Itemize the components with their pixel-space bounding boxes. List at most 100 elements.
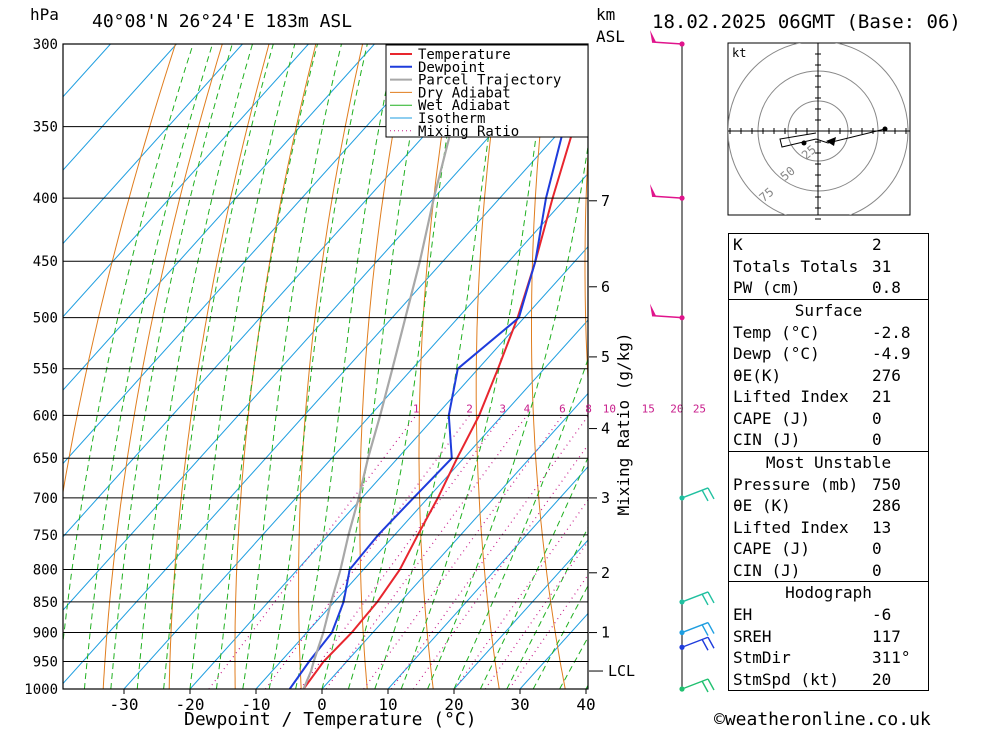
isotherm-line [63,44,177,171]
wind-barb-pennant [650,303,656,316]
wind-barb [681,621,715,636]
mixing-ratio-label: 15 [642,402,655,415]
series-parcel-trajectory [302,44,475,689]
wind-barb-feather [707,487,715,500]
wind-barb-feather [701,624,709,636]
isotherm-line [453,539,588,689]
index-row: StmDir 311° [733,648,911,667]
mixing-ratio-label: 20 [670,402,683,415]
wind-barb-pennant [650,184,656,197]
wind-barb-pennant [650,30,656,42]
wind-barb [681,487,715,502]
x-tick-label: 30 [510,695,529,714]
isotherm-line [63,44,243,245]
wet-adiabat-line [215,44,318,689]
wet-adiabat-line [163,44,274,689]
wind-barb-feather [701,489,709,502]
plot-frame [62,43,589,690]
index-row: PW (cm) 0.8 [733,278,901,297]
mixing-ratio-line [264,414,471,689]
isotherm-line [63,44,507,538]
dry-adiabat-line [418,44,457,689]
wind-barb-shaft [651,314,683,319]
mixing-ratio-label: 10 [603,402,616,415]
wind-barb [650,30,683,45]
wet-adiabat-line [242,44,342,689]
mixing-ratio-label: 25 [693,402,706,415]
wind-barb [681,678,715,693]
index-row: Pressure (mb) 750 [733,474,901,494]
x-tick-label: 0 [317,695,327,714]
index-row: EH -6 [733,605,892,624]
index-row: SREH 117 [733,626,901,646]
most-unstable-title: Most Unstable [765,452,892,472]
height-tick-label: 6 [601,278,610,296]
mixing-ratio-label: 2 [466,402,473,415]
mixing-ratio-line [508,574,588,689]
pressure-tick-label: 850 [33,595,58,611]
isotherm-line [63,99,588,685]
surface-section: Surface Temp (°C) -2.8 Dewp (°C) -4.9 θE(K… [729,298,928,451]
asl-label: ASL [596,27,625,46]
storm-motion-arrow [826,137,836,146]
copyright-label: ©weatheronline.co.uk [714,709,931,730]
wet-adiabat-line [110,44,233,689]
wind-barb-shaft [681,487,709,499]
wind-barb-feather [707,622,715,634]
height-tick-label: 3 [601,489,610,507]
hodograph-point [882,126,888,132]
mixing-ratio-label: 8 [585,402,592,415]
index-row: StmSpd (kt) 20 [733,669,892,689]
wind-barb [650,303,683,319]
wind-barb-feather [701,680,709,693]
mixing-ratio-line [454,499,588,689]
mixing-ratio-line [484,540,588,689]
wind-level-marker [679,629,685,636]
wind-barb-shaft [681,636,709,648]
pressure-tick-label: 750 [33,528,58,544]
wet-adiabat-line [427,143,588,689]
mixing-ratio-axis-title: Mixing Ratio (g/kg) [614,332,633,516]
x-axis-title: Dewpoint / Temperature (°C) [184,709,477,730]
x-tick-label: 20 [444,695,463,714]
wet-adiabat-line [268,44,368,689]
index-row: Lifted Index 13 [733,517,892,537]
index-row: Lifted Index 21 [733,387,892,406]
height-tick-label: 7 [601,192,610,210]
wind-barb-shaft [681,621,709,634]
index-row: θE (K) 286 [733,496,901,515]
index-row: CAPE (J) 0 [733,408,882,428]
x-tick-label: 40 [576,695,595,714]
lcl-label: LCL [608,662,635,680]
mixing-ratio-line [390,415,588,689]
wind-barb [681,636,715,651]
dry-adiabat-line [584,145,588,387]
wind-barb-shaft [681,678,709,690]
legend-entry: Dry Adiabat [418,85,511,101]
km-label: km [596,5,616,24]
legend-entry: Parcel Trajectory [418,73,561,89]
wind-barb-feather [707,636,715,649]
height-tick-label: 4 [601,420,610,438]
wind-barb-feather [707,678,715,691]
isotherm-line [189,246,588,689]
mixing-ratio-label: 1 [413,402,420,415]
x-tick-label: -10 [242,695,271,714]
wet-adiabat-line [506,526,588,689]
height-tick-label: 1 [601,624,610,642]
pressure-tick-label: 1000 [24,682,58,698]
legend-entry: Wet Adiabat [418,98,511,114]
index-row: Temp (°C) -2.8 [733,322,911,342]
hodograph-unit-label: kt [732,46,746,60]
wind-barb [650,184,683,199]
pressure-unit-label: hPa [30,5,59,24]
hodograph-point [801,140,807,146]
isotherm-line [387,466,588,689]
isotherm-line [321,392,588,689]
wind-barb-feather [707,591,715,604]
wet-adiabat-line [479,456,588,689]
index-row: CIN (J) 0 [733,560,882,580]
